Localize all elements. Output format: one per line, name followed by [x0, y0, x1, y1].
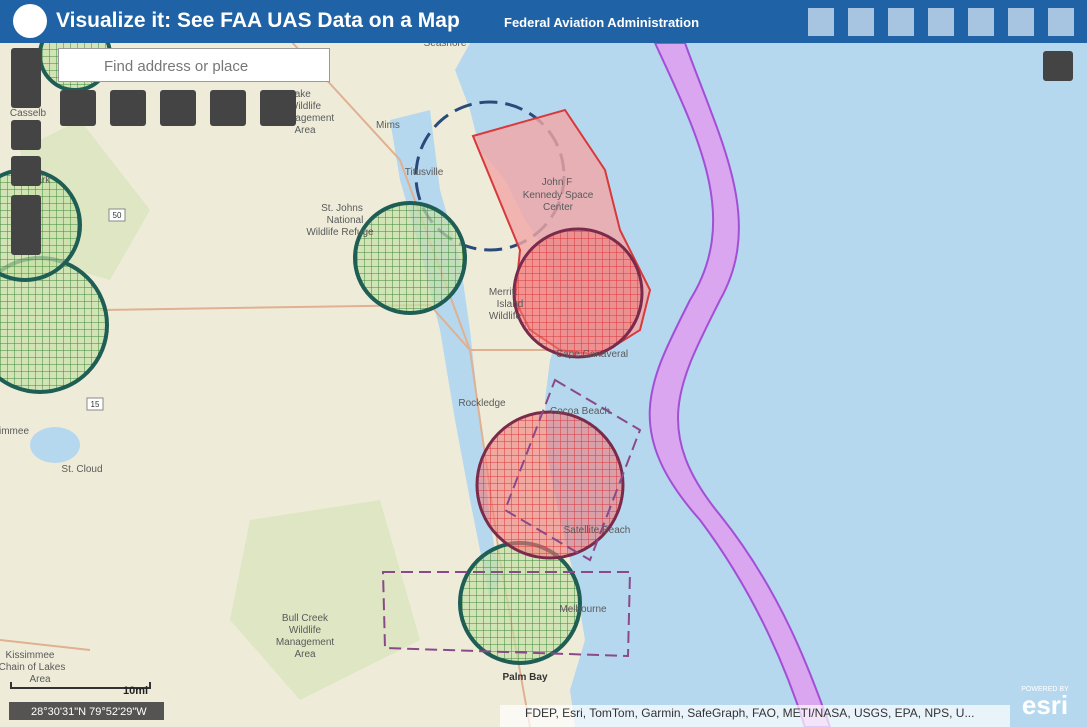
place-label: Management	[276, 113, 335, 124]
esri-logo: esri	[1022, 690, 1068, 720]
place-label: Wildlife	[289, 101, 322, 112]
place-label: immee	[0, 426, 29, 437]
fullscreen-button[interactable]	[1043, 51, 1073, 81]
agency: Federal Aviation Administration	[504, 15, 700, 30]
scale-label: 10mi	[123, 685, 148, 697]
place-label: Area	[294, 125, 316, 136]
tool-button[interactable]	[160, 90, 196, 126]
place-label: National	[327, 215, 364, 226]
place-label: Cocoa Beach	[550, 406, 610, 417]
faa-logo	[13, 4, 47, 38]
zoom-buttons[interactable]	[11, 48, 41, 108]
tool-button[interactable]	[260, 90, 296, 126]
place-label: Titusville	[405, 167, 444, 178]
place-label: St. Johns	[321, 203, 363, 214]
place-label: Kennedy Space	[523, 190, 594, 201]
coordinates: 28°30'31"N 79°52'29"W	[31, 706, 147, 718]
place-label: Wildlife	[289, 625, 322, 636]
header-tools[interactable]	[808, 8, 1080, 36]
place-label: Chain of Lakes	[0, 662, 65, 673]
place-label: John F	[542, 177, 573, 188]
search-placeholder: Find address or place	[104, 58, 249, 75]
tool-button[interactable]	[110, 90, 146, 126]
place-label: Seashore	[424, 38, 467, 49]
place-label: Center	[543, 202, 574, 213]
nav-buttons[interactable]	[11, 195, 41, 255]
tool-button[interactable]	[210, 90, 246, 126]
place-label: Bull Creek	[282, 613, 329, 624]
home-button[interactable]	[11, 120, 41, 150]
locate-button[interactable]	[11, 156, 41, 186]
place-label: Satellite Beach	[564, 525, 631, 536]
road-shield: 50	[113, 211, 122, 220]
place-label: Area	[29, 674, 51, 685]
place-label: Management	[276, 637, 335, 648]
tool-button[interactable]	[60, 90, 96, 126]
place-label: Area	[294, 649, 316, 660]
place-label: Cape Canaveral	[556, 349, 628, 360]
place-label: St. Cloud	[61, 464, 102, 475]
place-label: Wildlife	[489, 311, 522, 322]
place-label: Mims	[376, 120, 400, 131]
place-label: Kissimmee	[6, 650, 55, 661]
place-label: Island	[497, 299, 524, 310]
place-label: Rockledge	[458, 398, 506, 409]
place-label: Merritt	[489, 287, 518, 298]
map-labels: Seashore Casselb Lake Wildlife Managemen…	[0, 38, 630, 685]
app-title: Visualize it: See FAA UAS Data on a Map	[56, 9, 460, 32]
header: Visualize it: See FAA UAS Data on a Map …	[0, 0, 1087, 43]
place-label: Wildlife Refuge	[306, 227, 374, 238]
place-label: Lake	[289, 89, 311, 100]
place-label: Palm Bay	[502, 672, 547, 683]
esri-powered: POWERED BY	[1021, 686, 1069, 693]
place-label: Melbourne	[559, 604, 607, 615]
place-label: Casselb	[10, 108, 47, 119]
attribution: FDEP, Esri, TomTom, Garmin, SafeGraph, F…	[525, 706, 974, 720]
search-box[interactable]: Find address or place	[58, 48, 330, 82]
road-shield: 15	[91, 400, 100, 409]
